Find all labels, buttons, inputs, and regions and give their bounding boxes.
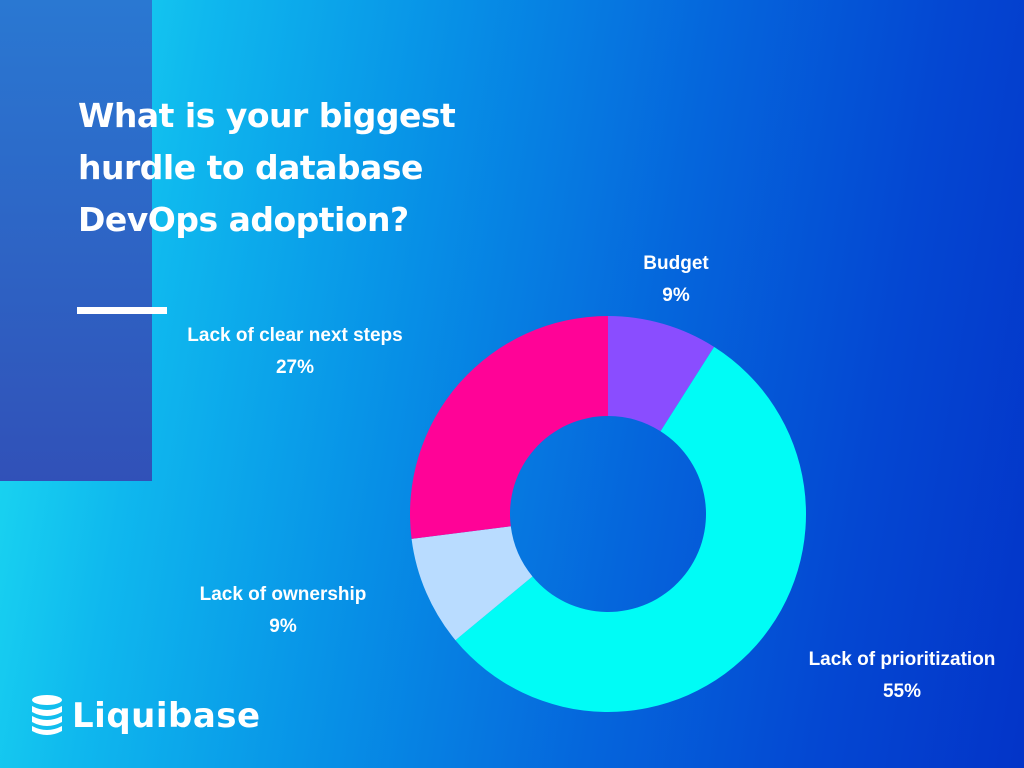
slice-value-lack-of-prioritization: 55% bbox=[882, 681, 922, 702]
donut-slice-lack-of-prioritization bbox=[455, 346, 806, 712]
slice-value-lack-of-ownership: 9% bbox=[269, 616, 297, 637]
slice-value-lack-of-clear-next-steps: 27% bbox=[275, 357, 315, 378]
slice-name-lack-of-clear-next-steps: Lack of clear next steps bbox=[187, 325, 403, 346]
slice-name-lack-of-ownership: Lack of ownership bbox=[199, 584, 367, 605]
chart-title: What is your biggest hurdle to database … bbox=[78, 96, 456, 239]
slice-value-budget: 9% bbox=[662, 285, 690, 306]
slice-name-budget: Budget bbox=[643, 253, 709, 274]
slice-label-lack-of-prioritization: Lack of prioritization 55% bbox=[782, 644, 1022, 708]
donut-slice-lack-of-ownership bbox=[411, 526, 533, 641]
liquibase-logo-icon bbox=[32, 695, 62, 735]
slice-label-lack-of-ownership: Lack of ownership 9% bbox=[168, 579, 398, 643]
liquibase-logo: Liquibase bbox=[30, 694, 261, 738]
side-accent-panel bbox=[0, 0, 152, 481]
slice-label-budget: Budget 9% bbox=[596, 248, 756, 312]
slice-label-lack-of-clear-next-steps: Lack of clear next steps 27% bbox=[160, 320, 430, 384]
title-divider bbox=[77, 307, 167, 314]
brand-name: Liquibase bbox=[72, 696, 261, 736]
donut-slice-budget bbox=[608, 316, 715, 432]
slice-name-lack-of-prioritization: Lack of prioritization bbox=[808, 649, 996, 670]
donut-slice-lack-of-clear-next-steps bbox=[409, 315, 608, 539]
